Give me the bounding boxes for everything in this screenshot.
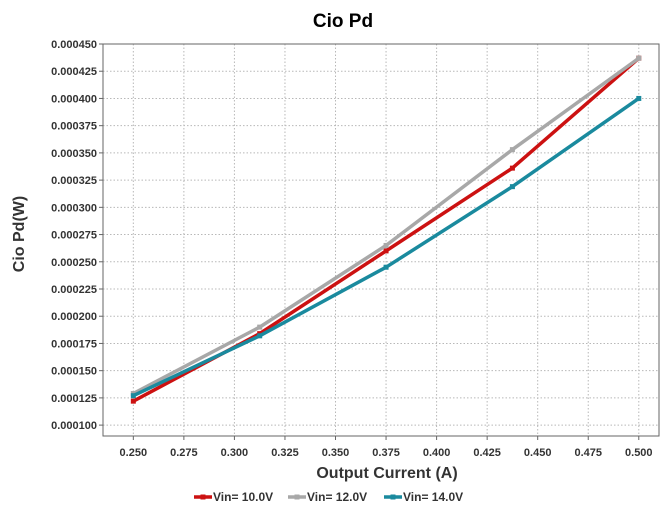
series-group bbox=[130, 55, 642, 404]
y-tick-label: 0.000150 bbox=[51, 366, 97, 378]
x-tick-label: 0.475 bbox=[574, 447, 602, 459]
legend-marker bbox=[294, 494, 300, 500]
y-tick-label: 0.000225 bbox=[51, 284, 97, 296]
data-point bbox=[509, 184, 515, 190]
data-point bbox=[383, 264, 389, 270]
y-tick-label: 0.000200 bbox=[51, 311, 97, 323]
y-tick-label: 0.000100 bbox=[51, 420, 97, 432]
y-tick-label: 0.000275 bbox=[51, 230, 97, 242]
y-tick-label: 0.000125 bbox=[51, 393, 97, 405]
y-tick-label: 0.000175 bbox=[51, 338, 97, 350]
plot-area bbox=[102, 43, 660, 437]
data-point bbox=[257, 324, 263, 330]
data-point bbox=[130, 393, 136, 399]
legend-item: Vin= 12.0V bbox=[288, 490, 367, 504]
series-3 bbox=[130, 95, 642, 399]
data-point bbox=[130, 398, 136, 404]
x-tick-label: 0.275 bbox=[170, 447, 198, 459]
data-point bbox=[636, 55, 642, 61]
x-tick-label: 0.375 bbox=[372, 447, 400, 459]
legend-item: Vin= 10.0V bbox=[194, 490, 273, 504]
y-tick-label: 0.000325 bbox=[51, 175, 97, 187]
x-tick-label: 0.400 bbox=[423, 447, 451, 459]
data-point bbox=[636, 95, 642, 101]
grid bbox=[103, 43, 659, 436]
data-point bbox=[383, 242, 389, 248]
y-tick-label: 0.000400 bbox=[51, 93, 97, 105]
y-axis-label: Cio Pd(W) bbox=[11, 196, 28, 272]
x-tick-label: 0.300 bbox=[221, 447, 249, 459]
legend-label: Vin= 10.0V bbox=[213, 490, 273, 504]
chart-title: Cio Pd bbox=[313, 11, 373, 32]
legend-marker bbox=[200, 494, 206, 500]
series-2 bbox=[130, 55, 642, 397]
data-point bbox=[257, 333, 263, 339]
y-tick-label: 0.000375 bbox=[51, 121, 97, 133]
x-tick-label: 0.325 bbox=[271, 447, 299, 459]
data-point bbox=[509, 147, 515, 153]
y-tick-label: 0.000450 bbox=[51, 39, 97, 51]
x-axis-label: Output Current (A) bbox=[316, 465, 457, 482]
y-tick-label: 0.000300 bbox=[51, 202, 97, 214]
legend-label: Vin= 12.0V bbox=[307, 490, 367, 504]
y-tick-label: 0.000350 bbox=[51, 148, 97, 160]
y-tick-label: 0.000250 bbox=[51, 257, 97, 269]
y-tick-label: 0.000425 bbox=[51, 66, 97, 78]
legend: Vin= 10.0V Vin= 12.0V Vin= 14.0V bbox=[194, 490, 463, 504]
data-point bbox=[383, 248, 389, 254]
legend-item: Vin= 14.0V bbox=[384, 490, 463, 504]
x-tick-label: 0.500 bbox=[625, 447, 653, 459]
x-tick-label: 0.450 bbox=[524, 447, 552, 459]
x-tick-label: 0.250 bbox=[120, 447, 148, 459]
data-point bbox=[509, 165, 515, 171]
legend-marker bbox=[390, 494, 396, 500]
legend-label: Vin= 14.0V bbox=[403, 490, 463, 504]
axis-ticks: 0.250 0.275 0.300 0.325 0.350 0.375 0.400 0.425… bbox=[51, 39, 652, 459]
x-tick-label: 0.350 bbox=[322, 447, 350, 459]
x-tick-label: 0.425 bbox=[473, 447, 501, 459]
